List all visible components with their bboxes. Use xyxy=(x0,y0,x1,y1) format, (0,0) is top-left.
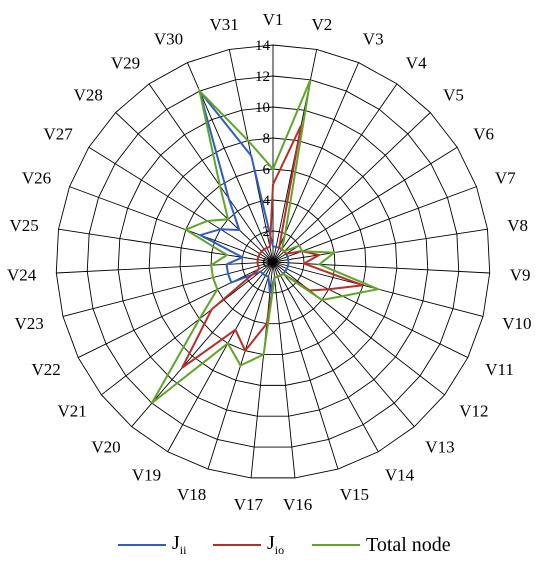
grid-ring xyxy=(210,199,336,325)
legend-swatch-total-node xyxy=(312,544,360,546)
category-label-v4: V4 xyxy=(406,54,427,73)
category-label-v11: V11 xyxy=(485,360,514,379)
legend-item-jii: Jii xyxy=(118,528,186,562)
tick-label: 6 xyxy=(263,162,271,178)
category-label-v23: V23 xyxy=(15,314,44,333)
legend: Jii Jio Total node xyxy=(0,528,550,562)
category-label-v15: V15 xyxy=(340,485,369,504)
grid-spoke xyxy=(272,261,445,396)
grid-spoke xyxy=(272,261,469,358)
grid-spoke xyxy=(272,261,490,274)
category-label-v22: V22 xyxy=(32,360,61,379)
category-labels: V1 V2 V3 V4 V5 V6 V7 V8 V9 V10 V11 V12 V13 V14 V15 V16 V… xyxy=(7,10,531,514)
grid-spoke xyxy=(62,261,274,317)
radial-ticks: 0 2 4 6 8 10 12 14 xyxy=(255,38,271,271)
category-label-v1: V1 xyxy=(263,10,284,29)
category-label-v16: V16 xyxy=(283,495,312,514)
category-label-v3: V3 xyxy=(363,30,384,49)
category-label-v21: V21 xyxy=(58,402,87,421)
category-label-v28: V28 xyxy=(74,86,103,105)
tick-label: 14 xyxy=(255,38,271,54)
grid-ring xyxy=(117,106,429,417)
category-label-v31: V31 xyxy=(209,15,238,34)
category-label-v19: V19 xyxy=(132,466,161,485)
category-label-v29: V29 xyxy=(111,54,140,73)
grid-spoke xyxy=(272,62,359,263)
series-layer xyxy=(150,79,382,404)
legend-item-total-node: Total node xyxy=(312,528,451,562)
category-label-v6: V6 xyxy=(473,125,494,144)
category-label-v30: V30 xyxy=(154,30,183,49)
category-label-v12: V12 xyxy=(459,402,488,421)
grid-spoke xyxy=(58,228,274,263)
grid-spoke xyxy=(69,186,274,263)
tick-label: 8 xyxy=(263,131,271,147)
grid-spoke xyxy=(77,261,274,358)
grid-spoke xyxy=(272,146,458,263)
category-label-v9: V9 xyxy=(510,265,531,284)
category-label-v8: V8 xyxy=(507,216,528,235)
legend-label-jii: Jii xyxy=(172,532,187,557)
grid-spoke xyxy=(250,261,274,478)
category-label-v27: V27 xyxy=(44,125,74,144)
grid-spoke xyxy=(115,112,274,263)
category-label-v5: V5 xyxy=(443,86,464,105)
tick-label: 2 xyxy=(263,224,271,240)
grid-spoke xyxy=(88,146,274,263)
legend-item-jio: Jio xyxy=(213,528,284,562)
legend-label-jio: Jio xyxy=(267,532,285,557)
grid-spoke xyxy=(272,261,415,427)
grid-spoke xyxy=(272,261,379,452)
grid-ring xyxy=(179,168,367,355)
series-line-total-node xyxy=(150,79,382,404)
tick-label: 0 xyxy=(263,255,271,271)
grid-ring xyxy=(148,137,398,386)
category-label-v13: V13 xyxy=(425,437,454,456)
category-label-v2: V2 xyxy=(312,15,333,34)
grid-spoke xyxy=(272,261,296,478)
grid-spoke xyxy=(272,83,398,263)
grid-spoke xyxy=(272,261,339,470)
grid-spoke xyxy=(167,261,274,452)
grid-spoke xyxy=(56,261,274,274)
tick-label: 10 xyxy=(255,100,270,116)
legend-label-total-node: Total node xyxy=(366,533,451,556)
grid-ring xyxy=(55,44,491,479)
category-label-v20: V20 xyxy=(91,437,120,456)
category-label-v26: V26 xyxy=(22,169,51,188)
category-label-v18: V18 xyxy=(177,485,206,504)
category-label-v7: V7 xyxy=(495,169,516,188)
radar-grid xyxy=(55,44,491,479)
legend-swatch-jii xyxy=(118,544,166,546)
category-label-v25: V25 xyxy=(10,216,39,235)
grid-ring xyxy=(86,75,460,448)
grid-spoke xyxy=(101,261,274,396)
category-label-v17: V17 xyxy=(234,495,264,514)
tick-label: 4 xyxy=(263,193,271,209)
category-label-v24: V24 xyxy=(7,265,37,284)
category-label-v10: V10 xyxy=(502,314,531,333)
grid-spoke xyxy=(148,83,274,263)
grid-spoke xyxy=(272,228,488,263)
legend-swatch-jio xyxy=(213,544,261,546)
grid-spoke xyxy=(272,186,477,263)
grid-spoke xyxy=(272,112,431,263)
tick-label: 12 xyxy=(255,69,270,85)
category-label-v14: V14 xyxy=(385,466,415,485)
